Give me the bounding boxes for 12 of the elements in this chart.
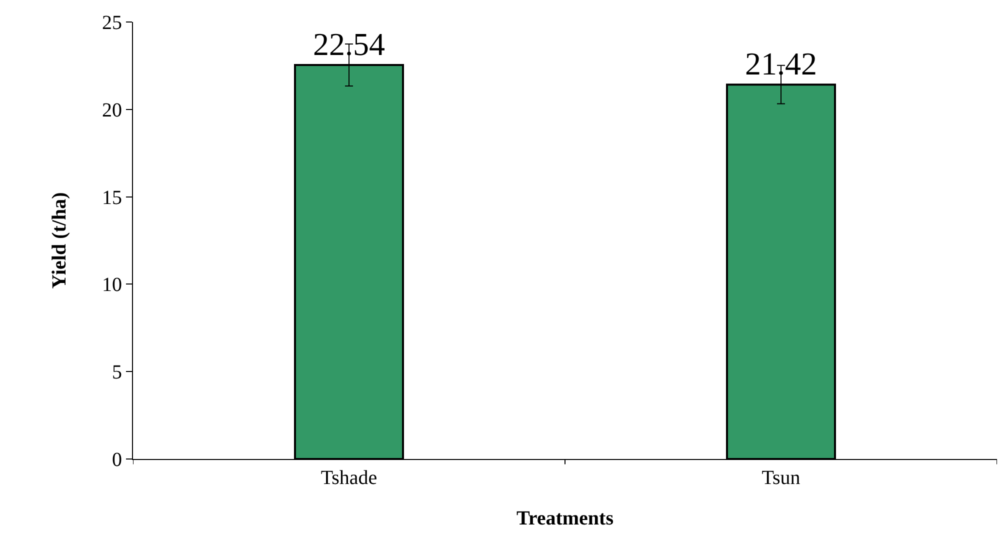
- x-axis-title: Treatments: [516, 508, 614, 530]
- y-tick-label: 5: [112, 362, 122, 384]
- data-label: 21.42: [745, 46, 817, 82]
- y-axis-title: Yield (t/ha): [48, 192, 70, 289]
- y-tick-label: 0: [112, 449, 122, 471]
- data-label: 22.54: [313, 26, 385, 62]
- y-tick-label: 15: [102, 186, 122, 209]
- y-tick-label: 25: [102, 12, 122, 34]
- x-tick-label: Tsun: [762, 467, 800, 489]
- y-tick-label: 20: [102, 99, 122, 122]
- x-tick-label: Tshade: [320, 467, 378, 489]
- y-tick-label: 10: [102, 274, 122, 296]
